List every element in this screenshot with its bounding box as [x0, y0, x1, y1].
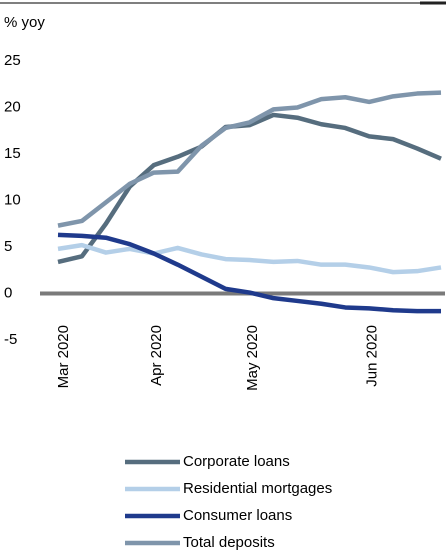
y-tick-label: 15 — [4, 145, 21, 162]
series-line — [57, 232, 441, 314]
x-tick-label: Apr 2020 — [148, 325, 165, 386]
x-tick-label: May 2020 — [244, 325, 261, 391]
legend-label: Corporate loans — [183, 453, 290, 470]
series-line — [57, 112, 442, 265]
y-tick-label: 20 — [4, 98, 21, 115]
y-tick-label: 10 — [4, 191, 21, 208]
series-line — [57, 90, 442, 228]
y-tick-label: 25 — [4, 52, 21, 69]
y-tick-label: 5 — [4, 238, 12, 255]
y-tick-label: 0 — [4, 284, 12, 301]
y-axis-label: % yoy — [4, 14, 45, 31]
x-tick-label: Mar 2020 — [55, 325, 72, 388]
legend-label: Residential mortgages — [183, 480, 332, 497]
series-line — [57, 242, 442, 275]
legend-label: Total deposits — [183, 534, 275, 551]
x-tick-label: Jun 2020 — [364, 325, 381, 387]
y-tick-label: -5 — [4, 331, 17, 348]
legend-label: Consumer loans — [183, 507, 292, 524]
